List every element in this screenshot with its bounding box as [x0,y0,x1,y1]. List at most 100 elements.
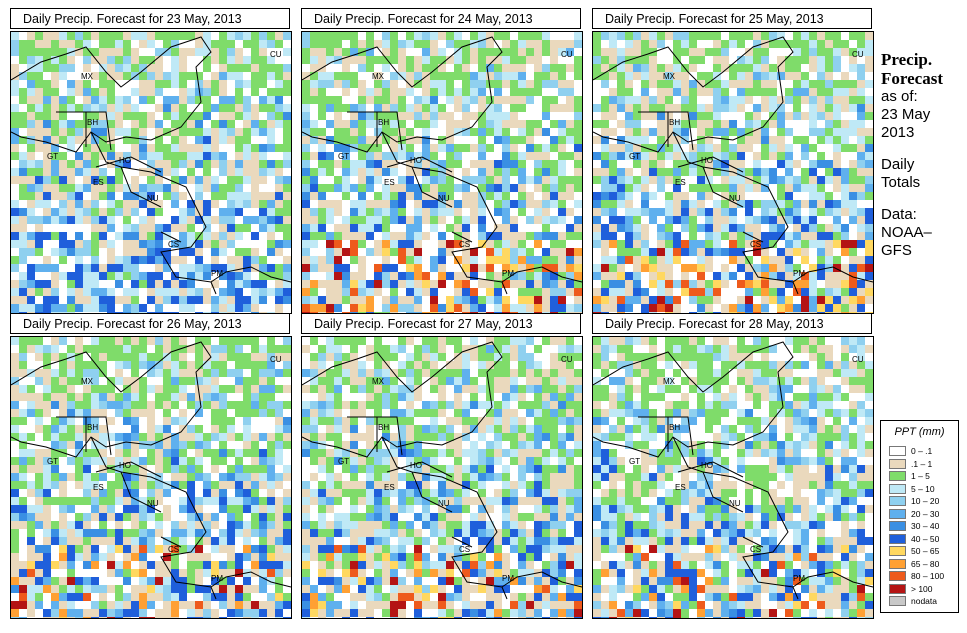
legend-item: 40 – 50 [889,533,955,545]
precip-map: MX BH GT HO ES NU CS PM CU [10,31,292,314]
country-label: GT [47,152,59,161]
country-label: PM [793,269,805,278]
legend-item: .1 – 1 [889,458,955,470]
legend-label: 5 – 10 [911,483,935,494]
country-label: CS [459,240,471,249]
asof-date: 23 May [881,106,931,123]
legend-swatch [889,446,906,456]
coastline-overlay [11,341,291,600]
legend-item: 65 – 80 [889,558,955,570]
country-label: CU [561,355,573,364]
asof-year: 2013 [881,124,915,141]
legend-label: 0 – .1 [911,446,933,456]
forecast-info: Precip. Forecast as of: 23 May 2013 Dail… [881,50,965,260]
country-label: BH [87,423,99,432]
country-label: CU [561,50,573,59]
legend-label: nodata [911,596,937,606]
legend-label: 50 – 65 [911,546,940,556]
legend-item: 80 – 100 [889,570,955,582]
legend-label: 10 – 20 [911,496,940,506]
country-label: CS [750,545,762,554]
legend-label: > 100 [911,583,933,594]
country-label: HO [410,461,422,470]
legend-item: 30 – 40 [889,520,955,532]
country-label: ES [675,483,686,492]
coastline-overlay [593,36,873,295]
legend-swatch [889,496,906,506]
country-label: NU [729,499,741,508]
country-label: BH [669,118,681,127]
map-panel-6: Daily Precip. Forecast for 28 May, 2013 … [592,313,874,619]
country-label: NU [729,194,741,203]
legend-item: > 100 [889,583,955,595]
precip-grid [11,337,291,618]
country-label: PM [211,269,223,278]
map-panel-5: Daily Precip. Forecast for 27 May, 2013 … [301,313,583,619]
country-label: NU [147,194,159,203]
precip-map: MX BH GT HO ES NU CS PM CU [301,31,583,314]
country-label: NU [438,499,450,508]
legend-swatch [889,596,906,606]
map-panel-2: Daily Precip. Forecast for 24 May, 2013 … [301,8,583,314]
source-line-1: Data: [881,206,917,223]
country-label: HO [701,156,713,165]
country-label: PM [793,574,805,583]
map-panel-3: Daily Precip. Forecast for 25 May, 2013 … [592,8,874,314]
country-label: CU [270,50,282,59]
country-label: CS [168,545,180,554]
country-label: BH [87,118,99,127]
map-panel-4: Daily Precip. Forecast for 26 May, 2013 … [10,313,292,619]
country-label: GT [338,457,350,466]
legend-label: 30 – 40 [911,521,940,531]
legend-item: 5 – 10 [889,483,955,495]
country-label: NU [438,194,450,203]
country-label: MX [663,377,675,386]
country-label: MX [81,377,93,386]
source-line-3: GFS [881,242,912,259]
precip-grid [593,337,873,618]
precip-map: MX BH GT HO ES NU CS PM CU [592,336,874,619]
legend-item: 10 – 20 [889,495,955,507]
legend-swatch [889,508,906,519]
country-label: GT [629,457,641,466]
country-label: CU [852,50,864,59]
legend-swatch [889,533,906,544]
country-label: MX [372,72,384,81]
legend-swatch [889,521,906,531]
totals-line-2: Totals [881,174,921,191]
legend-label: 80 – 100 [911,571,945,581]
legend-swatch [889,546,906,556]
legend-title: PPT (mm) [894,426,945,438]
legend-label: 65 – 80 [911,558,940,569]
country-label: MX [372,377,384,386]
country-label: PM [502,574,514,583]
country-label: BH [378,118,390,127]
legend-swatch [889,471,906,481]
legend-item: 1 – 5 [889,470,955,482]
precip-grid [593,32,873,313]
country-label: BH [669,423,681,432]
panel-title: Daily Precip. Forecast for 28 May, 2013 [592,313,872,334]
country-label: ES [93,483,104,492]
legend-swatch [889,458,906,469]
legend-swatch [889,583,906,594]
map-panel-1: Daily Precip. Forecast for 23 May, 2013 … [10,8,292,314]
country-label: NU [147,499,159,508]
legend-item: 0 – .1 [889,445,955,457]
legend-item: nodata [889,595,955,607]
country-label: ES [93,178,104,187]
legend-label: 1 – 5 [911,471,930,481]
country-label: BH [378,423,390,432]
coastline-overlay [11,36,291,295]
asof-label: as of: [881,88,918,105]
precip-grid [11,32,291,313]
country-label: CS [459,545,471,554]
country-label: PM [211,574,223,583]
country-label: ES [675,178,686,187]
panel-title: Daily Precip. Forecast for 23 May, 2013 [10,8,290,29]
country-label: ES [384,483,395,492]
legend-label: 20 – 30 [911,508,940,519]
country-label: MX [663,72,675,81]
country-label: ES [384,178,395,187]
precip-map: MX BH GT HO ES NU CS PM CU [592,31,874,314]
